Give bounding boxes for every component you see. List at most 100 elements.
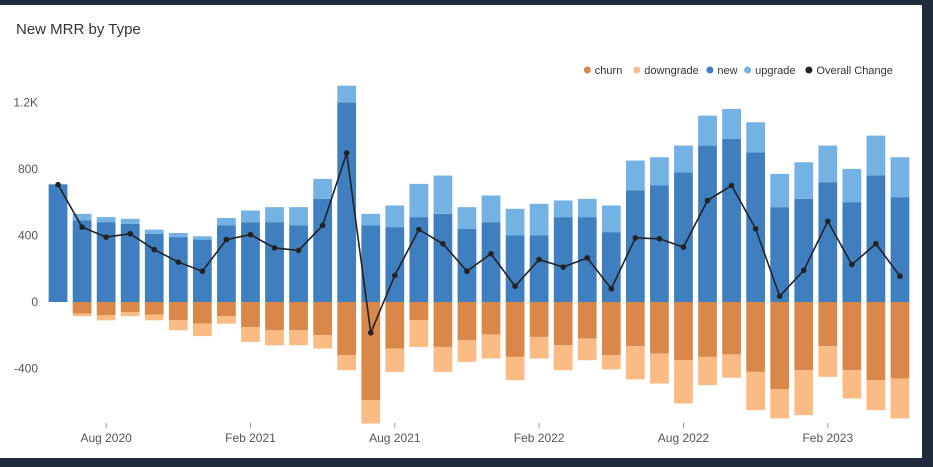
bar-churn [746,302,766,372]
bar-churn [361,302,381,401]
bar-downgrade [866,380,886,411]
bar-downgrade [217,316,236,324]
overall-change-point [199,268,206,275]
bar-downgrade [842,370,862,399]
bar-new [144,233,164,302]
overall-change-point [319,222,326,229]
bar-downgrade [650,353,669,384]
bar-upgrade [120,218,140,224]
bar-upgrade [698,115,717,146]
bar-churn [144,302,164,315]
overall-change-point [800,267,807,274]
bar-churn [650,302,669,354]
bar-churn [529,302,549,337]
bar-upgrade [72,213,92,221]
bar-upgrade [481,195,501,223]
legend-item: churn [583,65,623,77]
overall-change-point [151,246,158,253]
bar-churn [120,302,140,312]
bar-downgrade [337,355,357,371]
legend-label: Overall Change [816,65,892,77]
bar-downgrade [770,389,790,419]
bar-new [289,225,308,302]
bar-new [433,213,453,302]
y-tick-label: -400 [14,362,38,376]
bar-churn [265,302,284,331]
overall-change-point [584,255,591,261]
legend-item: Overall Change [805,65,893,77]
bar-downgrade [289,330,308,346]
bar-churn [385,302,405,349]
bar-downgrade [265,330,284,346]
bar-upgrade [866,135,886,176]
bar-series [48,85,910,424]
bar-new [361,225,381,302]
bar-new [674,172,693,302]
bar-churn [168,302,188,321]
overall-change-point [680,244,687,250]
bar-upgrade [890,157,910,198]
bar-upgrade [794,162,814,199]
overall-change-point [704,197,711,204]
y-tick-label: 0 [31,295,38,309]
bar-upgrade [265,207,284,223]
overall-change-point [271,245,278,251]
overall-change-point [223,236,230,243]
bar-upgrade [842,168,862,203]
bar-downgrade [96,315,116,321]
overall-change-point [536,256,542,263]
bar-churn [192,302,212,324]
overall-change-path [57,152,901,336]
bar-new [625,190,645,302]
overall-change-point [728,182,735,189]
legend-item: upgrade [744,65,795,77]
chart-card: New MRR by Type -400 0 400 800 1.2K Aug 2020… [0,5,922,458]
overall-change-point [849,261,855,268]
bar-downgrade [746,371,766,411]
bar-downgrade [361,400,381,424]
bar-downgrade [577,338,597,361]
bar-new [601,232,621,302]
overall-change-point [632,235,639,241]
bar-new [890,197,910,302]
legend-swatch [706,66,714,74]
bar-downgrade [553,345,573,371]
overall-change-point [656,235,663,242]
bar-new [529,235,549,302]
bar-downgrade [794,370,814,416]
overall-change-point [392,272,398,279]
x-tick-label: Feb 2023 [802,431,853,445]
bar-new [241,222,260,302]
legend: churn downgrade new upgrade Overall Change [583,65,893,77]
bar-churn [601,302,621,356]
legend-item: new [706,65,738,77]
legend-label: churn [595,65,623,77]
bar-upgrade [674,145,693,173]
bar-churn [842,302,862,371]
bar-downgrade [818,346,838,377]
bar-upgrade [601,205,621,233]
bar-churn [217,302,236,317]
bar-downgrade [890,378,910,419]
bar-new [48,184,68,302]
bar-churn [337,302,357,356]
bar-new [96,222,116,302]
bar-upgrade [168,232,188,238]
bar-downgrade [457,340,477,362]
bar-churn [722,302,741,355]
legend-label: upgrade [755,65,795,77]
legend-swatch [805,66,813,74]
bar-churn [289,302,308,331]
bar-downgrade [192,323,212,337]
y-axis: -400 0 400 800 1.2K [13,95,38,375]
overall-change-point [440,240,446,247]
bar-upgrade [289,207,308,226]
overall-change-point [488,250,494,257]
legend-swatch [744,66,752,74]
overall-change-point [776,293,783,299]
bar-upgrade [433,175,453,214]
bar-new [457,228,477,302]
bar-upgrade [746,122,766,153]
x-tick-label: Feb 2021 [225,431,276,445]
bar-upgrade [409,183,429,218]
